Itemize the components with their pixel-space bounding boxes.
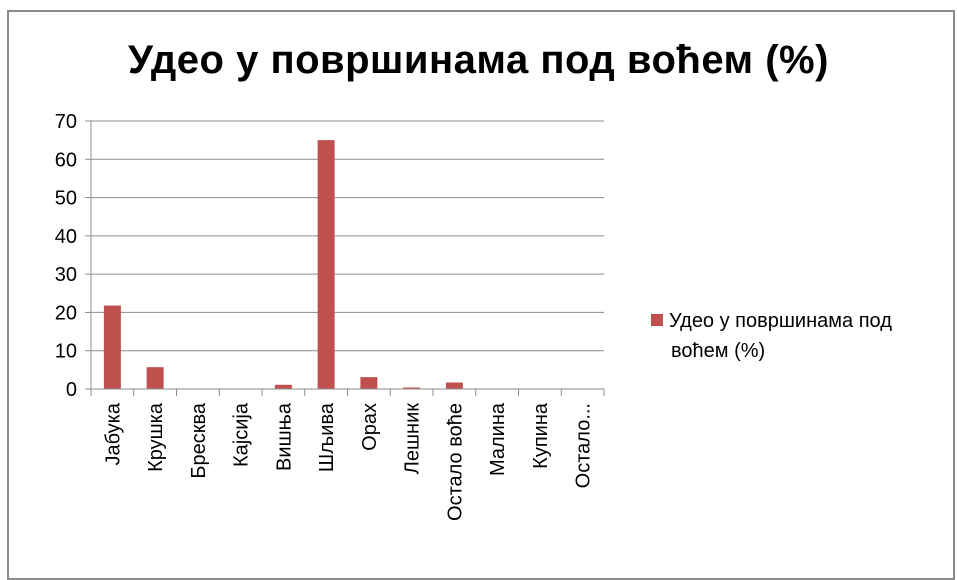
x-tick-label: Орах bbox=[359, 403, 381, 451]
axes-layer bbox=[85, 120, 605, 396]
bar bbox=[317, 140, 335, 389]
x-tick-label: Јабука bbox=[102, 402, 124, 465]
y-tick-label: 50 bbox=[55, 188, 77, 210]
legend-label-line2: воћем (%) bbox=[671, 340, 766, 362]
x-tick-label: Вишња bbox=[273, 402, 295, 471]
x-tick-label: Шљива bbox=[316, 402, 338, 472]
x-tick-label: Кајсија bbox=[231, 402, 253, 467]
labels-layer: 0 10 20 30 40 50 60 70 Јабука Крушка Бресква Кајсиј… bbox=[55, 111, 595, 521]
y-tick-label: 60 bbox=[55, 149, 77, 171]
y-tick-label: 70 bbox=[55, 111, 77, 133]
y-tick-label: 0 bbox=[66, 379, 77, 401]
bar bbox=[146, 367, 164, 389]
legend-swatch bbox=[651, 314, 663, 326]
bar bbox=[274, 384, 292, 389]
y-tick-label: 40 bbox=[55, 226, 77, 248]
bar bbox=[103, 305, 121, 389]
y-tick-label: 30 bbox=[55, 264, 77, 286]
x-tick-label: Бресква bbox=[188, 402, 210, 479]
y-tick-label: 10 bbox=[55, 341, 77, 363]
bars-layer bbox=[103, 140, 463, 389]
x-tick-label: Остало... bbox=[573, 403, 595, 488]
legend: Удео у површинама под воћем (%) bbox=[651, 306, 951, 366]
bar bbox=[445, 382, 463, 389]
grid-layer bbox=[91, 120, 604, 352]
chart-title: Удео у површинама под воћем (%) bbox=[128, 38, 829, 82]
bar bbox=[403, 387, 421, 389]
x-tick-label: Малина bbox=[487, 402, 509, 476]
x-tick-label: Купина bbox=[530, 402, 552, 469]
bar bbox=[360, 377, 378, 389]
x-tick-label: Лешник bbox=[402, 403, 424, 475]
legend-label-line1: Удео у површинама под bbox=[669, 310, 892, 332]
x-tick-label: Остало воће bbox=[444, 403, 466, 521]
y-tick-label: 20 bbox=[55, 302, 77, 324]
legend-item: Удео у површинама под bbox=[651, 306, 951, 336]
chart-frame bbox=[7, 10, 955, 580]
x-tick-label: Крушка bbox=[145, 402, 167, 472]
